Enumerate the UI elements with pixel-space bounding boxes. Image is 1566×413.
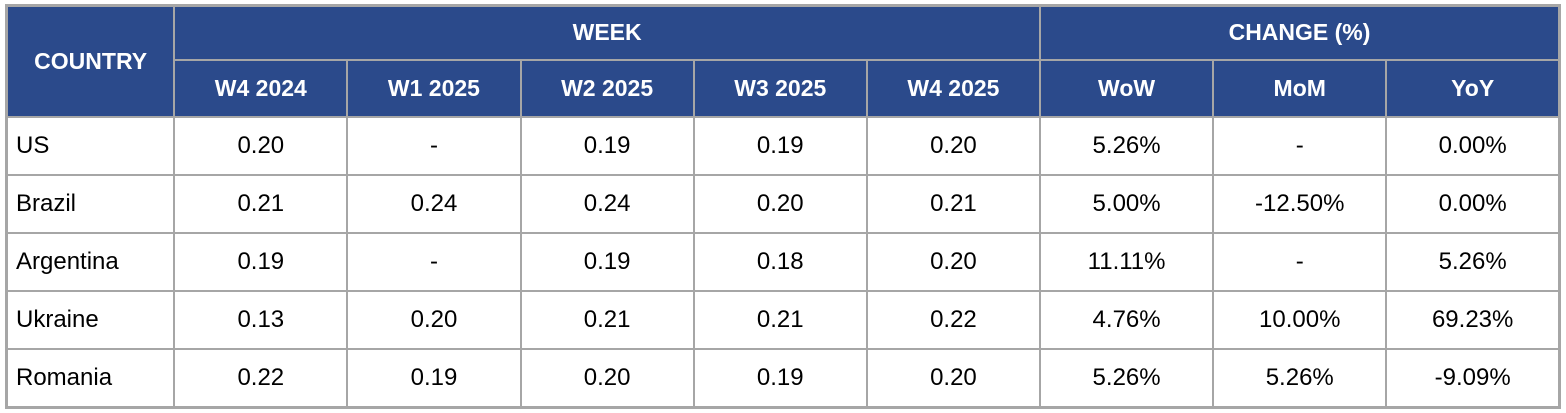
week-value-cell: 0.22 bbox=[173, 348, 349, 409]
table-row-argentina: Argentina 0.19 - 0.19 0.18 0.20 11.11% -… bbox=[5, 231, 1561, 293]
week-value-cell: 0.24 bbox=[519, 173, 695, 234]
sub-header-row: W4 2024 W1 2025 W2 2025 W3 2025 W4 2025 … bbox=[7, 58, 1561, 118]
change-value-cell: 69.23% bbox=[1385, 290, 1561, 351]
week-value-cell: 0.21 bbox=[173, 173, 349, 234]
week-value-cell: 0.20 bbox=[692, 173, 868, 234]
week-group-header: WEEK bbox=[173, 4, 1041, 61]
change-value-cell: 0.00% bbox=[1385, 173, 1561, 234]
change-column-header-mom: MoM bbox=[1212, 58, 1388, 118]
week-value-cell: 0.22 bbox=[865, 290, 1042, 351]
week-value-cell: - bbox=[346, 231, 522, 293]
change-value-cell: 5.00% bbox=[1038, 173, 1215, 234]
change-value-cell: 11.11% bbox=[1038, 231, 1215, 293]
week-column-header-w4-2024: W4 2024 bbox=[173, 58, 349, 118]
week-value-cell: 0.20 bbox=[865, 231, 1042, 293]
week-value-cell: 0.20 bbox=[519, 348, 695, 409]
table-row-ukraine: Ukraine 0.13 0.20 0.21 0.21 0.22 4.76% 1… bbox=[5, 290, 1561, 351]
week-value-cell: 0.24 bbox=[346, 173, 522, 234]
table-header: COUNTRY WEEK CHANGE (%) W4 2024 W1 2025 … bbox=[5, 4, 1561, 118]
week-value-cell: 0.20 bbox=[865, 348, 1042, 409]
week-value-cell: 0.19 bbox=[692, 115, 868, 176]
change-value-cell: 4.76% bbox=[1038, 290, 1215, 351]
week-value-cell: 0.21 bbox=[519, 290, 695, 351]
change-value-cell: 5.26% bbox=[1385, 231, 1561, 293]
week-value-cell: 0.20 bbox=[346, 290, 522, 351]
table-body: US 0.20 - 0.19 0.19 0.20 5.26% - 0.00% B… bbox=[5, 115, 1561, 409]
week-value-cell: 0.19 bbox=[692, 348, 868, 409]
change-value-cell: 0.00% bbox=[1385, 115, 1561, 176]
country-column-header: COUNTRY bbox=[5, 4, 176, 118]
week-value-cell: 0.19 bbox=[519, 231, 695, 293]
change-value-cell: 10.00% bbox=[1212, 290, 1388, 351]
week-value-cell: 0.19 bbox=[519, 115, 695, 176]
change-value-cell: -12.50% bbox=[1212, 173, 1388, 234]
week-value-cell: - bbox=[346, 115, 522, 176]
week-column-header-w2-2025: W2 2025 bbox=[519, 58, 695, 118]
change-value-cell: - bbox=[1212, 231, 1388, 293]
week-value-cell: 0.20 bbox=[173, 115, 349, 176]
change-group-header: CHANGE (%) bbox=[1039, 4, 1561, 61]
change-value-cell: 5.26% bbox=[1038, 348, 1215, 409]
table-row-romania: Romania 0.22 0.19 0.20 0.19 0.20 5.26% 5… bbox=[5, 348, 1561, 409]
change-value-cell: -9.09% bbox=[1385, 348, 1561, 409]
table-row-brazil: Brazil 0.21 0.24 0.24 0.20 0.21 5.00% -1… bbox=[5, 173, 1561, 234]
country-cell: Romania bbox=[5, 348, 176, 409]
week-value-cell: 0.19 bbox=[173, 231, 349, 293]
week-value-cell: 0.21 bbox=[865, 173, 1042, 234]
week-value-cell: 0.20 bbox=[865, 115, 1042, 176]
table-row-us: US 0.20 - 0.19 0.19 0.20 5.26% - 0.00% bbox=[5, 115, 1561, 176]
group-header-row: COUNTRY WEEK CHANGE (%) bbox=[5, 4, 1561, 118]
country-cell: Ukraine bbox=[5, 290, 176, 351]
change-value-cell: 5.26% bbox=[1212, 348, 1388, 409]
week-column-header-w4-2025: W4 2025 bbox=[865, 58, 1042, 118]
week-column-header-w1-2025: W1 2025 bbox=[346, 58, 522, 118]
change-column-header-wow: WoW bbox=[1038, 58, 1215, 118]
week-column-header-w3-2025: W3 2025 bbox=[692, 58, 868, 118]
country-week-change-table: COUNTRY WEEK CHANGE (%) W4 2024 W1 2025 … bbox=[5, 4, 1561, 409]
country-cell: Argentina bbox=[5, 231, 176, 293]
change-column-header-yoy: YoY bbox=[1385, 58, 1561, 118]
week-value-cell: 0.19 bbox=[346, 348, 522, 409]
change-value-cell: 5.26% bbox=[1038, 115, 1215, 176]
week-value-cell: 0.21 bbox=[692, 290, 868, 351]
change-value-cell: - bbox=[1212, 115, 1388, 176]
country-cell: US bbox=[5, 115, 176, 176]
country-cell: Brazil bbox=[5, 173, 176, 234]
week-value-cell: 0.18 bbox=[692, 231, 868, 293]
week-value-cell: 0.13 bbox=[173, 290, 349, 351]
